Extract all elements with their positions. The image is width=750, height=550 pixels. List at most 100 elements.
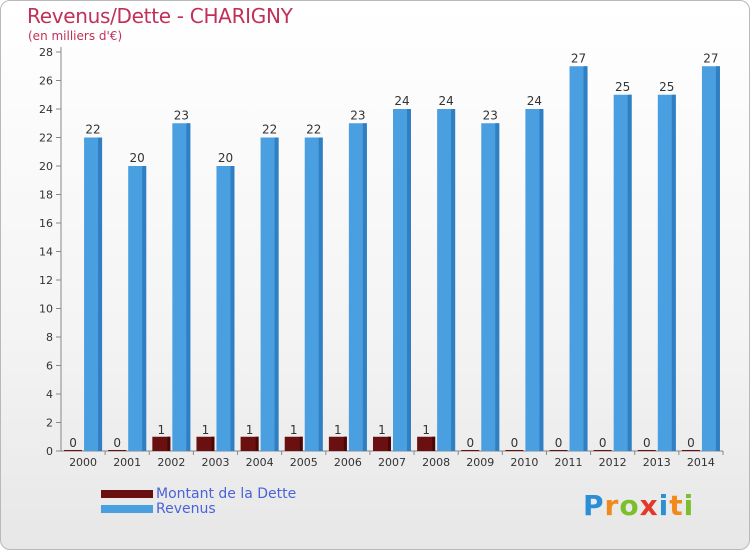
bar-revenus-2000	[84, 137, 103, 451]
x-tick-label: 2012	[599, 456, 627, 469]
proxiti-logo: Proxiti	[583, 489, 694, 522]
data-label-revenus-2002: 23	[174, 108, 189, 122]
legend-swatch-revenus	[101, 505, 153, 513]
data-label-revenus-2010: 24	[527, 94, 542, 108]
bar-dette-shade-2007	[388, 436, 391, 451]
x-tick-label: 2000	[69, 456, 97, 469]
y-tick-label: 14	[39, 246, 53, 259]
logo-letter: i	[683, 489, 695, 522]
y-tick-label: 2	[46, 417, 53, 430]
x-tick-label: 2004	[246, 456, 274, 469]
x-tick-label: 2008	[422, 456, 450, 469]
bar-revenus-2006	[348, 123, 367, 451]
bar-dette-2005	[284, 436, 303, 451]
y-tick-label: 20	[39, 160, 53, 173]
bar-dette-2011	[549, 450, 568, 451]
bar-dette-2007	[373, 436, 391, 451]
bar-dette-2008	[417, 436, 436, 451]
y-tick-label: 22	[39, 132, 53, 145]
y-tick-label: 18	[39, 189, 53, 202]
data-label-revenus-2000: 22	[85, 123, 100, 137]
data-label-revenus-2009: 23	[483, 108, 498, 122]
bar-dette-2003	[196, 436, 215, 451]
bar-dette-2012	[593, 450, 612, 451]
data-label-dette-2014: 0	[687, 436, 695, 450]
x-tick-label: 2014	[687, 456, 715, 469]
data-label-dette-2013: 0	[643, 436, 651, 450]
bar-revenus-shade-2009	[495, 123, 500, 451]
y-tick-label: 4	[46, 388, 53, 401]
data-label-revenus-2007: 24	[394, 94, 409, 108]
bar-dette-2010	[505, 450, 524, 451]
logo-letter: i	[658, 489, 670, 522]
data-label-revenus-2004: 22	[262, 123, 277, 137]
bar-revenus-shade-2010	[539, 109, 544, 451]
data-label-revenus-2005: 22	[306, 123, 321, 137]
data-label-dette-2000: 0	[69, 436, 77, 450]
data-label-dette-2004: 1	[246, 423, 254, 437]
x-tick-label: 2006	[334, 456, 362, 469]
bar-dette-shade-2002	[167, 436, 171, 451]
bar-revenus-2008	[437, 109, 456, 451]
data-label-dette-2007: 1	[378, 423, 386, 437]
data-label-revenus-2008: 24	[438, 94, 453, 108]
x-tick-label: 2003	[201, 456, 229, 469]
legend-label-dette: Montant de la Dette	[156, 486, 297, 502]
data-label-revenus-2003: 20	[218, 151, 233, 165]
bar-dette-2009	[461, 450, 480, 451]
bar-revenus-shade-2008	[451, 109, 456, 451]
legend-label-revenus: Revenus	[156, 501, 216, 517]
logo-letter: P	[583, 489, 605, 522]
bar-dette-2002	[152, 436, 171, 451]
legend-swatch-dette	[101, 490, 153, 498]
data-label-revenus-2013: 25	[659, 80, 674, 94]
bar-revenus-2012	[613, 94, 632, 451]
bar-dette-2000	[64, 450, 83, 451]
bar-revenus-shade-2002	[186, 123, 191, 451]
bar-dette-2004	[240, 436, 259, 451]
x-tick-label: 2005	[290, 456, 318, 469]
logo-letter: x	[639, 489, 659, 522]
y-tick-label: 12	[39, 274, 53, 287]
bar-dette-2001	[108, 450, 127, 451]
data-label-revenus-2012: 25	[615, 80, 630, 94]
bar-revenus-2005	[304, 137, 323, 451]
data-label-dette-2001: 0	[113, 436, 121, 450]
x-tick-label: 2010	[510, 456, 538, 469]
bar-revenus-shade-2013	[671, 94, 676, 451]
y-tick-label: 28	[39, 46, 53, 59]
bar-dette-shade-2005	[299, 436, 303, 451]
data-label-revenus-2011: 27	[571, 51, 586, 65]
y-tick-label: 26	[39, 75, 53, 88]
bar-revenus-shade-2007	[407, 109, 411, 451]
data-label-dette-2010: 0	[511, 436, 519, 450]
bar-revenus-shade-2005	[318, 137, 323, 451]
bar-revenus-shade-2000	[98, 137, 103, 451]
x-tick-label: 2002	[157, 456, 185, 469]
y-tick-label: 0	[46, 445, 53, 458]
bar-dette-shade-2008	[432, 436, 436, 451]
data-label-dette-2012: 0	[599, 436, 607, 450]
bar-revenus-shade-2004	[274, 137, 279, 451]
bar-revenus-2007	[393, 109, 411, 451]
chart-title: Revenus/Dette - CHARIGNY	[27, 4, 293, 28]
data-label-dette-2002: 1	[158, 423, 166, 437]
x-tick-label: 2009	[466, 456, 494, 469]
bar-revenus-2010	[525, 109, 544, 451]
chart-subtitle: (en milliers d'€)	[28, 29, 123, 43]
data-label-revenus-2001: 20	[130, 151, 145, 165]
x-tick-label: 2007	[378, 456, 406, 469]
y-tick-label: 6	[46, 360, 53, 373]
data-label-dette-2009: 0	[466, 436, 474, 450]
bar-revenus-shade-2011	[583, 66, 588, 451]
bar-revenus-shade-2014	[715, 66, 720, 451]
logo-letter: r	[604, 489, 620, 522]
bar-dette-shade-2004	[255, 436, 259, 451]
data-label-dette-2011: 0	[555, 436, 563, 450]
bar-revenus-2011	[569, 66, 588, 451]
bar-revenus-2001	[128, 166, 147, 451]
data-label-revenus-2014: 27	[703, 51, 718, 65]
bar-revenus-2002	[172, 123, 191, 451]
x-tick-label: 2011	[555, 456, 583, 469]
